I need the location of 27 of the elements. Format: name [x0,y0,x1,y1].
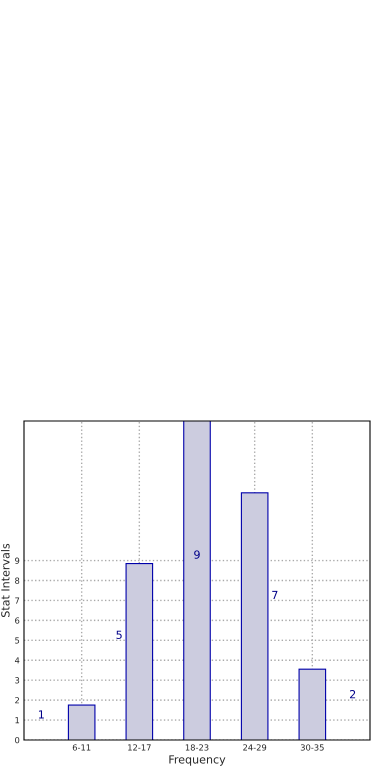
annotation: 1 [38,710,44,718]
x-tick-label: 24-29 [243,744,266,751]
y-tick-label: 5 [15,637,20,644]
bar [68,704,96,740]
x-tick-label: 12-17 [128,744,151,750]
bar [126,563,154,740]
y-tick-label: 0 [15,736,20,744]
y-tick-label: 7 [15,598,20,604]
x-tick-label: 18-23 [186,744,208,751]
annotation: 2 [350,690,356,698]
x-axis-title: Frequency [169,755,226,766]
y-tick-label: 1 [15,717,20,724]
y-tick-label: 4 [14,657,20,664]
annotation: 9 [194,550,200,559]
y-tick-label: 2 [15,697,19,704]
y-tick-label: 8 [15,577,20,584]
annotation: 7 [272,590,278,600]
y-axis-title: Stat Intervals [1,544,10,617]
y-tick-label: 9 [15,558,20,564]
annotation: 5 [116,630,122,639]
bar [240,492,268,740]
bar [183,421,211,740]
x-tick-label: 30-35 [300,744,324,751]
y-tick-label: 3 [15,677,20,684]
x-tick-label: 6-11 [72,744,90,751]
bar [298,668,326,740]
y-tick-label: 6 [15,617,20,624]
